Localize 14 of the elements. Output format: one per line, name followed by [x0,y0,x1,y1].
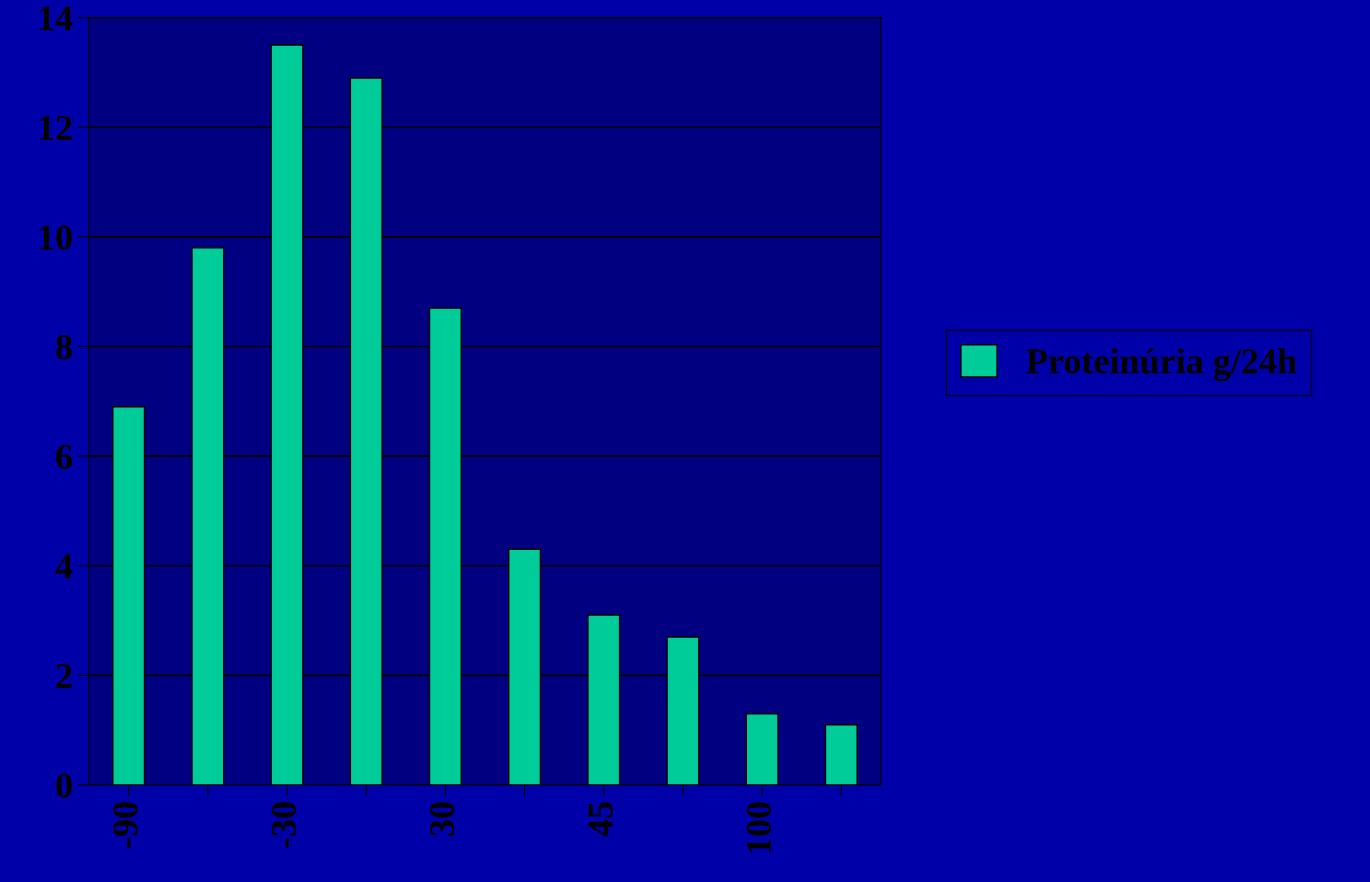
y-tick-label: 4 [55,554,73,579]
x-tick-label: -90 [113,802,138,848]
y-tick-label: 8 [56,335,72,360]
y-tick-label: 14 [39,6,73,31]
y-tick-label: 6 [56,444,73,469]
x-tick-label: 30 [430,802,455,836]
x-tick-label: 45 [588,802,613,837]
x-tick-label: 100 [746,802,772,853]
x-tick-label: -30 [271,802,297,848]
y-tick-label: 2 [56,663,72,688]
legend-label: Proteinúria g/24h [1026,348,1297,382]
y-tick-label: 12 [39,115,72,140]
y-tick-label: 0 [56,773,72,798]
y-tick-label: 10 [39,225,72,250]
